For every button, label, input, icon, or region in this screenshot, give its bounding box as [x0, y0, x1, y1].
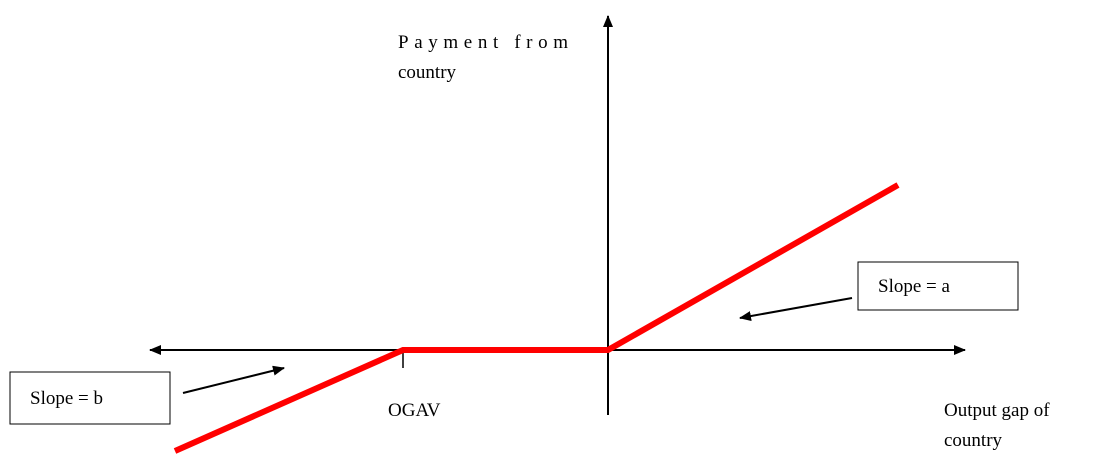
annotation: Slope = a: [878, 276, 950, 297]
annotation: Slope = b: [30, 388, 103, 409]
annotation-box: [857, 261, 1019, 311]
y-axis-label: country: [398, 62, 457, 83]
annotation-box: [9, 371, 171, 425]
annotation-arrow: [739, 297, 853, 321]
payment-line: [173, 182, 900, 454]
annotation-arrow: [182, 365, 285, 394]
x-axis-label: country: [944, 430, 1003, 451]
x-axis-label: Output gap of: [944, 400, 1050, 421]
y-axis-label: Payment from: [398, 32, 568, 53]
threshold-label: OGAV: [388, 400, 441, 421]
